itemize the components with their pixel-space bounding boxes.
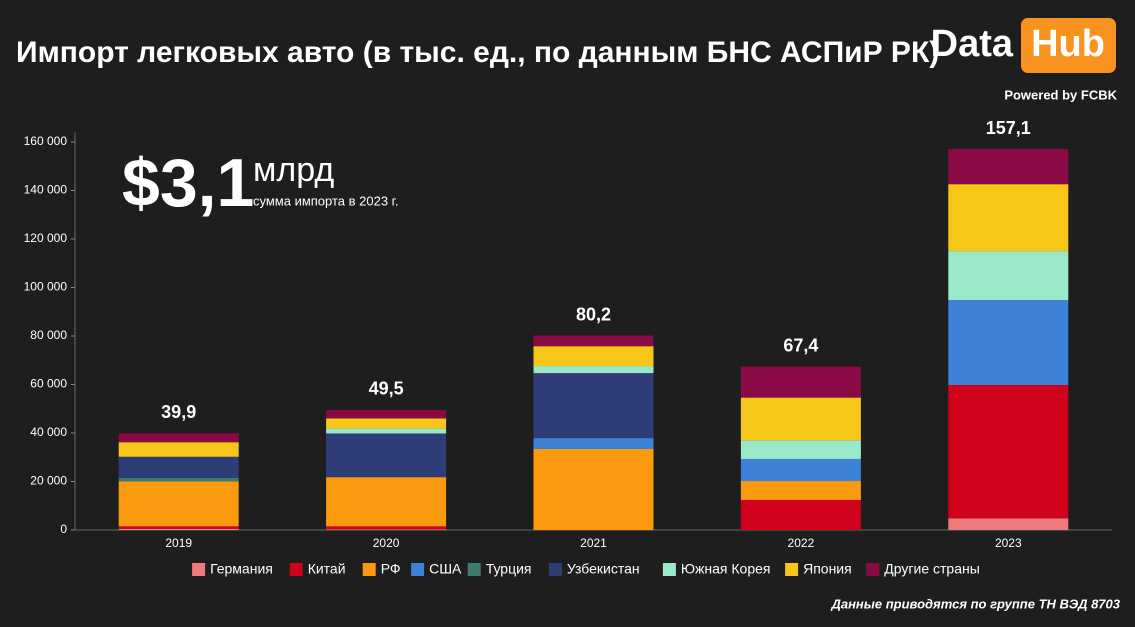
total-label: 67,4: [783, 335, 818, 355]
bar-segment: [533, 366, 654, 374]
bar-segment: [740, 458, 861, 482]
y-tick-label: 140 000: [24, 183, 68, 197]
total-label: 49,5: [369, 379, 404, 399]
legend-label: США: [429, 561, 462, 577]
bar-segment: [740, 481, 861, 500]
legend-label: Турция: [486, 561, 532, 577]
bar-segment: [533, 449, 654, 530]
x-tick-label: 2021: [580, 536, 607, 550]
legend-swatch: [289, 563, 303, 576]
x-tick-label: 2020: [373, 536, 400, 550]
y-tick-label: 120 000: [24, 231, 68, 245]
highlight: $3,1: [122, 145, 254, 221]
bar-segment: [118, 528, 239, 530]
bar-segment: [948, 184, 1069, 252]
y-tick-label: 80 000: [30, 328, 67, 342]
legend-swatch: [192, 563, 206, 576]
powered-by: Powered by FCBK: [1004, 87, 1117, 102]
bar-segment: [740, 499, 861, 530]
bar-segment: [118, 433, 239, 443]
legend-swatch: [362, 563, 376, 576]
bar-segment: [326, 409, 447, 419]
bar-segment: [533, 373, 654, 439]
bar-segment: [118, 456, 239, 478]
bar-segment: [326, 418, 447, 429]
bar-segment: [948, 384, 1069, 519]
y-tick-label: 0: [60, 522, 67, 536]
y-tick-label: 60 000: [30, 377, 67, 391]
logo-box: [1021, 18, 1116, 73]
highlight-note: сумма импорта в 2023 г.: [253, 193, 398, 208]
y-tick-label: 100 000: [24, 280, 68, 294]
bar-segment: [118, 481, 239, 527]
legend-swatch: [467, 563, 481, 576]
bar-segment: [948, 251, 1069, 301]
logo-right: Hub: [1031, 23, 1105, 65]
chart-title: Импорт легковых авто (в тыс. ед., по дан…: [16, 36, 939, 69]
bar-segment: [326, 529, 447, 530]
logo-left: Data: [931, 23, 1014, 65]
legend-label: Другие страны: [884, 561, 980, 577]
bar-segment: [326, 428, 447, 434]
y-tick-label: 160 000: [24, 134, 68, 148]
legend-swatch: [548, 563, 562, 576]
legend-label: РФ: [381, 561, 401, 577]
legend-label: Узбекистан: [567, 561, 640, 577]
bar-segment: [533, 335, 654, 347]
highlight-unit: млрд: [253, 151, 334, 189]
legend-swatch: [411, 563, 425, 576]
bar-segment: [326, 477, 447, 527]
x-tick-label: 2022: [788, 536, 815, 550]
bar-segment: [740, 397, 861, 441]
bar-segment: [533, 346, 654, 367]
bar-segment: [326, 433, 447, 478]
legend-swatch: [662, 563, 676, 576]
legend-label: Япония: [803, 561, 852, 577]
x-tick-label: 2019: [165, 536, 192, 550]
total-label: 39,9: [161, 402, 196, 422]
bar-segment: [118, 526, 239, 529]
legend-swatch: [866, 563, 880, 576]
x-tick-label: 2023: [995, 536, 1022, 550]
total-label: 80,2: [576, 304, 611, 324]
y-tick-label: 20 000: [30, 474, 67, 488]
legend-label: Китай: [308, 561, 346, 577]
total-label: 157,1: [986, 118, 1031, 138]
y-tick-label: 40 000: [30, 425, 67, 439]
bar-segment: [740, 366, 861, 398]
bar-segment: [948, 518, 1069, 530]
bar-segment: [118, 442, 239, 457]
bar-segment: [326, 526, 447, 530]
bar-segment: [740, 440, 861, 459]
bar-segment: [948, 149, 1069, 185]
footnote: Данные приводятся по группе ТН ВЭД 8703: [830, 596, 1120, 611]
bar-segment: [948, 300, 1069, 385]
legend-label: Южная Корея: [681, 561, 771, 577]
bar-segment: [118, 477, 239, 482]
legend-label: Германия: [210, 561, 273, 577]
bar-segment: [533, 438, 654, 450]
legend-swatch: [785, 563, 799, 576]
